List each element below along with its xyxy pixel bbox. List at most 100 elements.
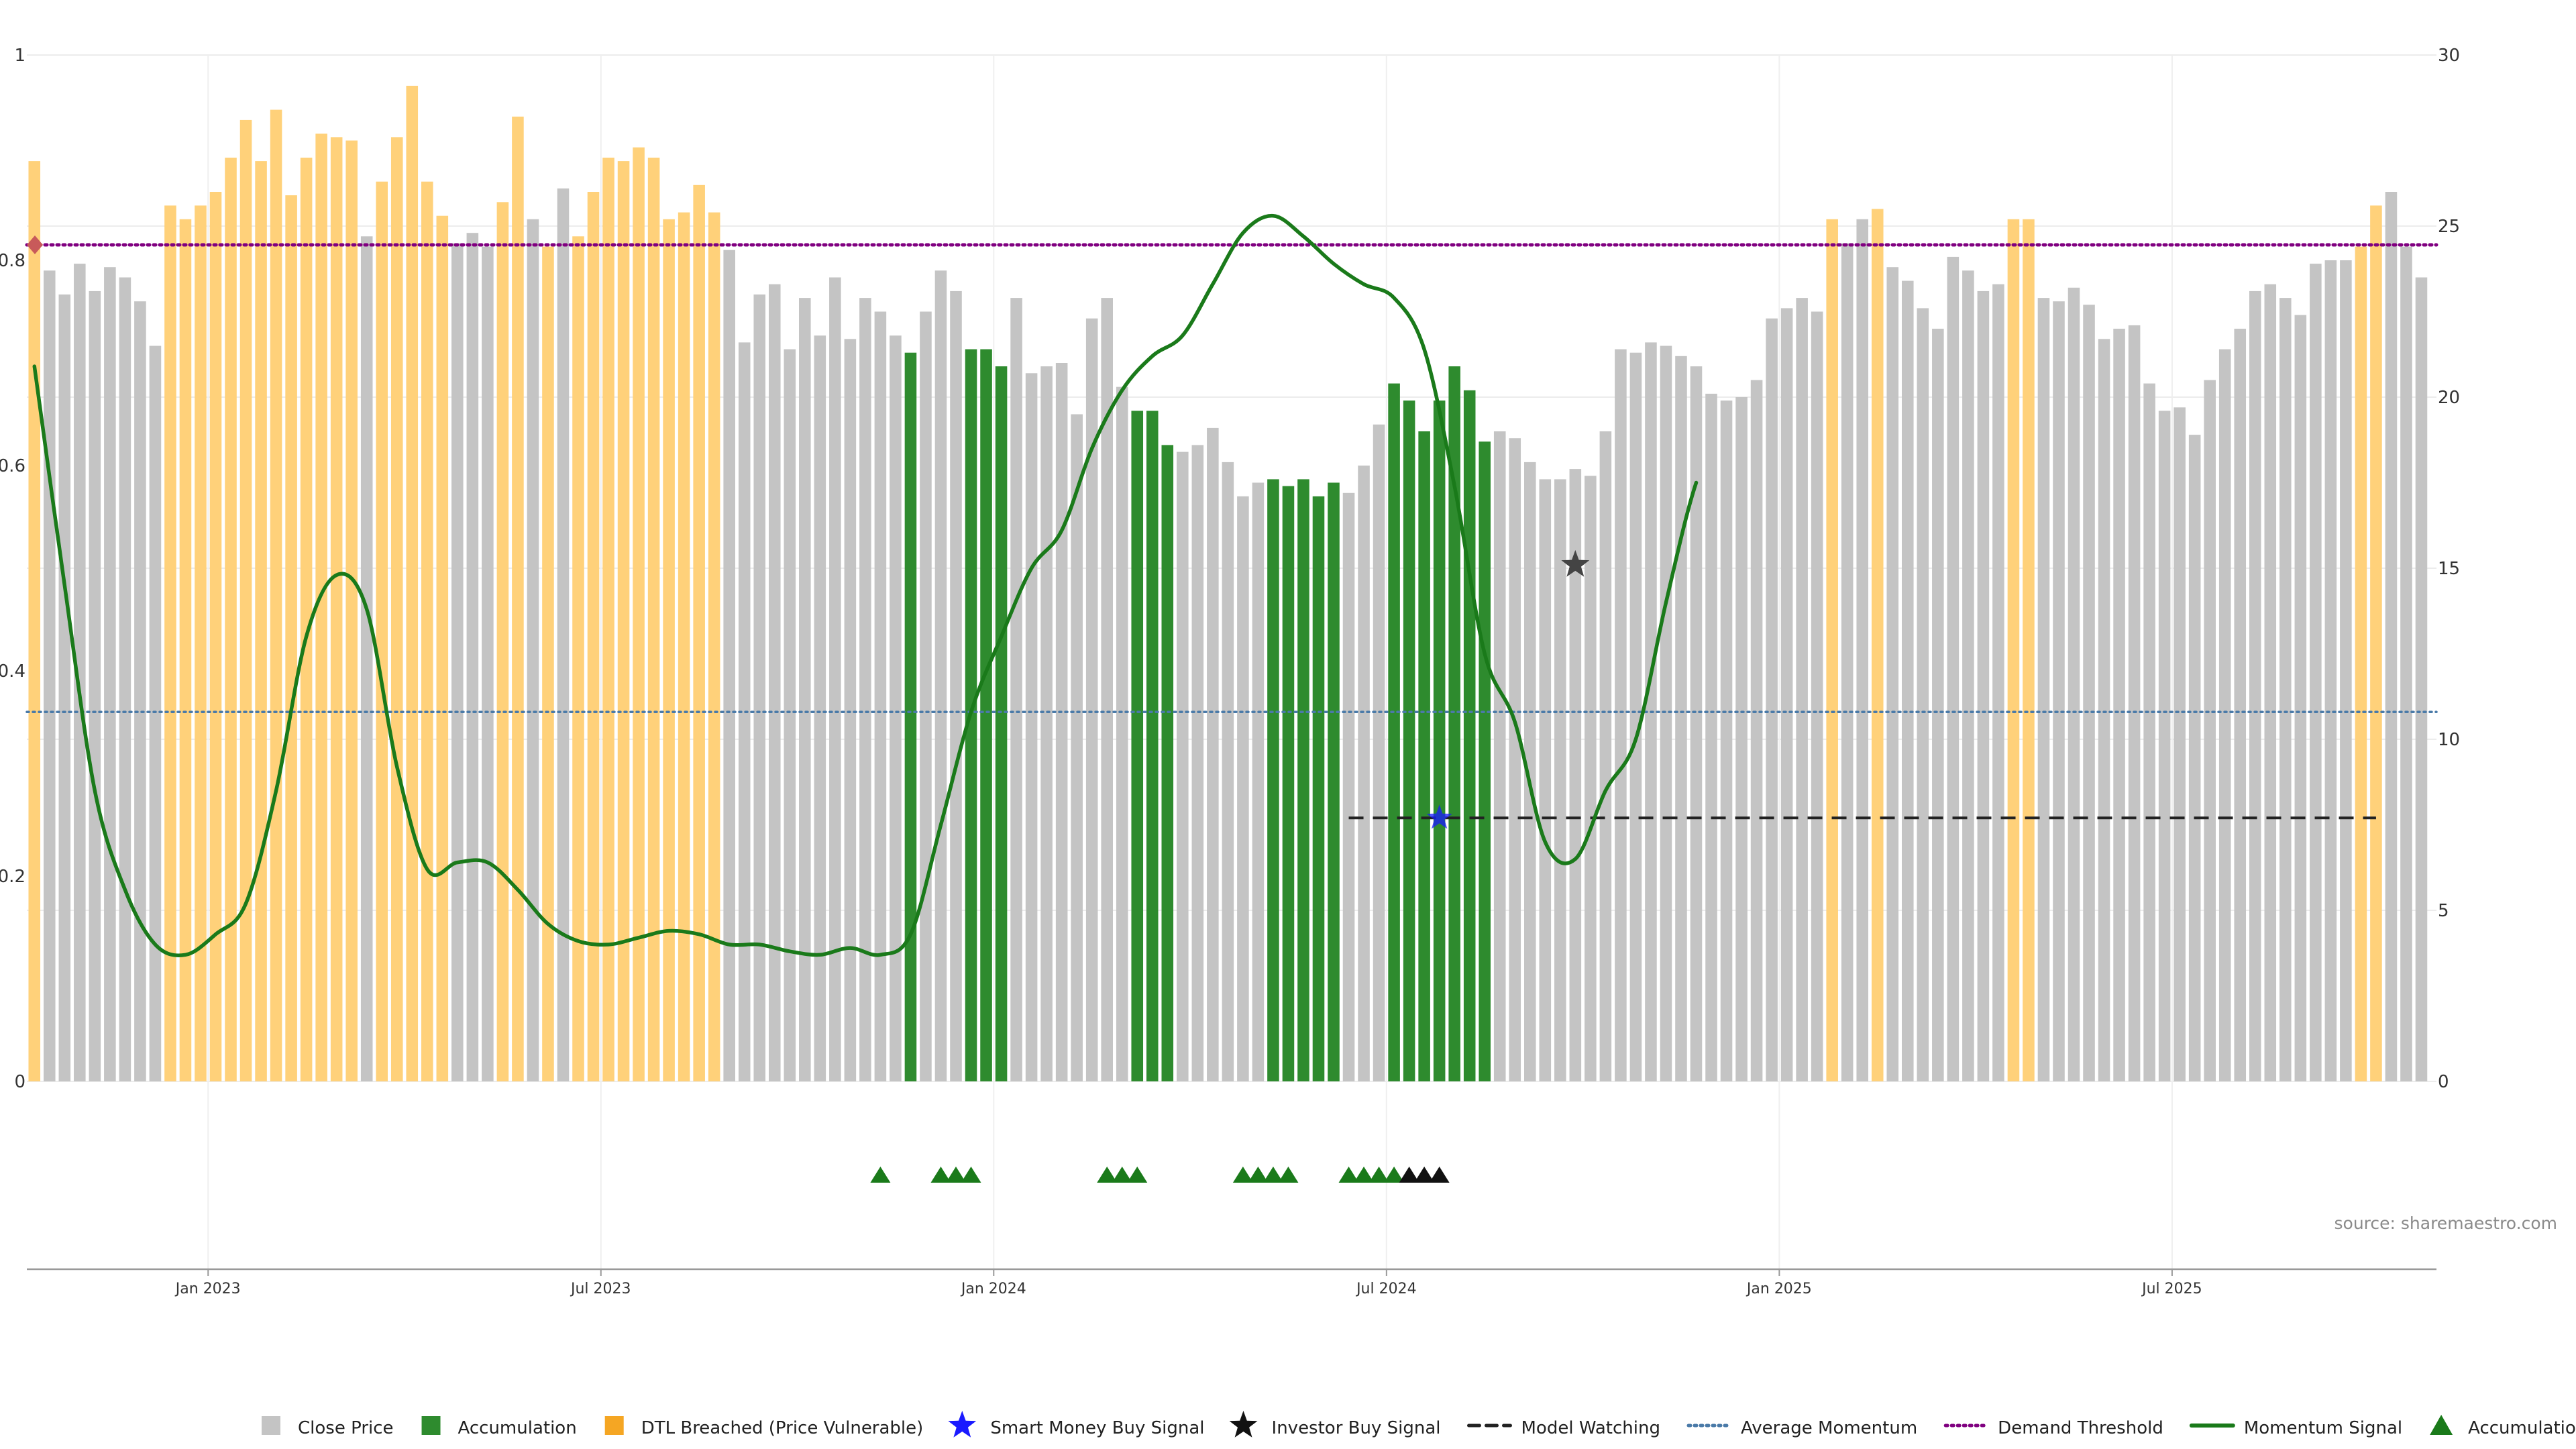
price-bar (1131, 411, 1144, 1081)
price-bar (1780, 308, 1793, 1081)
price-bar (1222, 462, 1234, 1081)
buy-signals (1426, 549, 1590, 829)
price-bar (1207, 427, 1219, 1081)
price-bar (390, 137, 403, 1081)
reference-lines (25, 235, 2438, 820)
price-bar (647, 158, 660, 1081)
price-bar (28, 161, 41, 1082)
price-bar (1493, 431, 1506, 1081)
price-bar (2023, 219, 2035, 1081)
y-left-tick-label: 0.2 (0, 867, 25, 887)
accumulation-marker (961, 1167, 981, 1183)
price-bar (1252, 482, 1265, 1081)
price-bar (406, 85, 419, 1081)
legend-label: Average Momentum (1741, 1418, 1917, 1438)
accumulation-marker (1112, 1167, 1132, 1183)
price-bar (104, 267, 116, 1082)
legend-label: Close Price (298, 1418, 394, 1438)
legend-label: Investor Buy Signal (1272, 1418, 1441, 1438)
price-bar (587, 192, 600, 1081)
price-bar (874, 311, 887, 1081)
price-bar (512, 116, 524, 1081)
y-left-tick-label: 0.4 (0, 661, 25, 682)
x-tick-label: Jul 2024 (1355, 1281, 1417, 1297)
accumulation-marker (1384, 1167, 1405, 1183)
accumulation-marker (1248, 1167, 1269, 1183)
legend-label: Demand Threshold (1998, 1418, 2163, 1438)
price-bar (1585, 476, 1597, 1081)
price-bar (1312, 496, 1325, 1081)
price-bar (2113, 329, 2125, 1081)
x-tick-label: Jan 2023 (174, 1281, 241, 1297)
axes: Jan 2023 Jul 2023 Jan 2024 Jul 2024 Jan 2025… (0, 46, 2460, 1297)
price-bar (2355, 246, 2367, 1082)
price-bar (1947, 256, 1960, 1081)
price-bar (1191, 445, 1204, 1081)
price-bar (1025, 373, 1038, 1081)
legend-star-icon (1229, 1411, 1258, 1438)
price-bar (436, 215, 449, 1082)
demand-threshold-marker (27, 235, 43, 255)
price-bar (2415, 277, 2428, 1081)
price-bar (1962, 270, 1974, 1081)
price-bar (1509, 438, 1521, 1081)
price-bar (663, 219, 675, 1081)
price-bar (557, 188, 570, 1081)
legend-label: Model Watching (1521, 1418, 1660, 1438)
price-bar (330, 137, 343, 1081)
source-note: source: sharemaestro.com (2334, 1214, 2558, 1233)
price-bar (2279, 298, 2292, 1082)
price-bar (1977, 290, 1990, 1081)
price-bars (28, 85, 2428, 1082)
price-bar (285, 195, 297, 1082)
price-bar (890, 335, 902, 1082)
price-bar (1886, 267, 1899, 1082)
price-bar (1796, 298, 1808, 1082)
price-bar (2128, 325, 2141, 1081)
price-bar (1418, 431, 1430, 1081)
x-tick-label: Jan 2025 (1746, 1281, 1812, 1297)
price-bar (376, 181, 388, 1082)
price-bar (225, 158, 237, 1081)
accumulation-marker (1263, 1167, 1283, 1183)
price-bar (255, 161, 267, 1082)
price-bar (179, 219, 192, 1081)
price-bar (421, 181, 433, 1082)
legend: Close Price Accumulation DTL Breached (Pri… (262, 1411, 2576, 1438)
price-bar (43, 270, 56, 1081)
price-bar (859, 298, 871, 1082)
price-bar (149, 345, 162, 1081)
price-bar (1358, 466, 1370, 1081)
momentum-line (32, 213, 1699, 957)
price-bar (300, 158, 313, 1081)
price-bar (270, 109, 282, 1082)
price-bar (1040, 366, 1053, 1081)
price-bar (2249, 290, 2261, 1081)
price-bar (1010, 298, 1022, 1082)
price-bar (2294, 315, 2307, 1082)
price-bar (119, 277, 131, 1081)
price-bar (1161, 445, 1174, 1081)
price-bar (844, 339, 857, 1081)
price-bar (1750, 380, 1763, 1081)
x-tick-label: Jan 2024 (960, 1281, 1026, 1297)
price-bar (89, 290, 101, 1081)
price-bar (1342, 492, 1355, 1081)
price-bar (1146, 411, 1159, 1081)
price-bar (1841, 243, 1854, 1081)
price-bar (753, 294, 766, 1081)
price-bar (1177, 451, 1189, 1081)
y-right-tick-label: 20 (2438, 388, 2460, 408)
price-bar (678, 212, 690, 1082)
price-bar (1629, 352, 1642, 1082)
price-bar (723, 250, 735, 1082)
price-bar (2310, 264, 2322, 1082)
price-bar (980, 349, 992, 1081)
price-bar (602, 158, 614, 1081)
price-bar (1720, 400, 1733, 1081)
price-bar (74, 264, 86, 1082)
legend-star-icon (948, 1411, 977, 1438)
price-bar (1811, 311, 1823, 1081)
price-bar (1660, 345, 1672, 1081)
